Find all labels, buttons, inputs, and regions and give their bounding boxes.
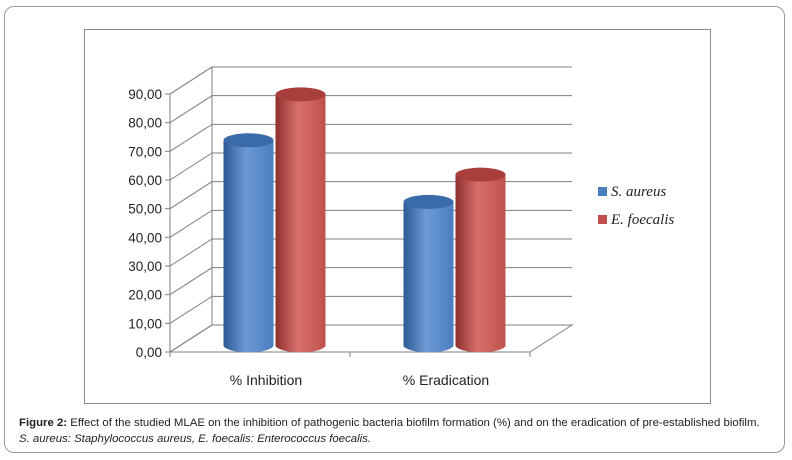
chart-area: 0,00 10,00 20,00 30,00 40,00 50,00 60,00 70,00 8…	[84, 29, 711, 404]
bar-chart-3d: 0,00 10,00 20,00 30,00 40,00 50,00 60,00 70,00 8…	[128, 66, 674, 388]
bar-top	[403, 194, 454, 209]
y-tick-label: 50,00	[128, 202, 162, 217]
bar-body	[275, 94, 326, 353]
caption-label: Figure 2:	[19, 417, 68, 429]
caption-text: Effect of the studied MLAE on the inhibi…	[67, 417, 760, 429]
legend-swatch	[598, 187, 607, 196]
x-category-label: % Inhibition	[230, 372, 302, 388]
y-tick-label: 60,00	[128, 173, 162, 188]
caption-italic: S. aureus: Staphylococcus aureus, E. foe…	[19, 433, 372, 445]
legend-label: E. foecalis	[610, 212, 674, 228]
y-tick-label: 90,00	[128, 87, 162, 102]
figure-caption: Figure 2: Effect of the studied MLAE on …	[19, 415, 769, 447]
gridline	[169, 123, 572, 152]
y-tick-label: 40,00	[128, 230, 162, 245]
gridline	[169, 66, 572, 95]
y-tick-label: 0,00	[136, 345, 162, 360]
bar-body	[455, 174, 506, 353]
legend-label: S. aureus	[611, 184, 666, 200]
legend-swatch	[598, 215, 607, 224]
gridline	[169, 181, 572, 210]
bar-body	[403, 201, 454, 353]
figure-frame: 0,00 10,00 20,00 30,00 40,00 50,00 60,00 70,00 8…	[4, 6, 785, 453]
y-tick-label: 70,00	[128, 144, 162, 159]
bar-top	[275, 87, 326, 102]
y-tick-label: 30,00	[128, 259, 162, 274]
gridline	[169, 152, 572, 181]
bar-body	[223, 140, 274, 353]
y-tick-label: 10,00	[128, 316, 162, 331]
gridline	[169, 95, 572, 124]
bar-top	[223, 133, 274, 148]
y-tick-label: 20,00	[128, 288, 162, 303]
bar-top	[455, 167, 506, 182]
y-tick-label: 80,00	[128, 116, 162, 131]
x-category-label: % Eradication	[403, 372, 489, 388]
